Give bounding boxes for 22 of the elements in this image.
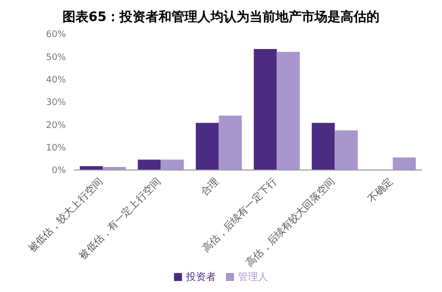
x-tick-label: 合理 — [198, 176, 222, 198]
bar — [254, 48, 277, 170]
bar — [312, 122, 335, 170]
chart-title: 图表65：投资者和管理人均认为当前地产市场是高估的 — [61, 8, 381, 27]
y-tick-label: 40% — [46, 76, 66, 86]
y-tick-label: 0% — [52, 166, 66, 176]
bar — [218, 116, 242, 170]
y-tick-label: 20% — [46, 120, 66, 131]
legend-label: 投资者 — [186, 272, 216, 283]
bar — [80, 166, 103, 170]
y-tick-label: 10% — [46, 144, 66, 154]
bar — [196, 122, 219, 170]
legend-label: 管理人 — [238, 272, 268, 283]
y-tick-label: 30% — [46, 98, 66, 108]
bar — [160, 160, 184, 170]
x-tick-label: 不确定 — [365, 176, 396, 206]
y-tick-label: 50% — [46, 52, 66, 63]
bar — [276, 52, 300, 170]
bar — [392, 158, 416, 170]
y-tick-label: 60% — [46, 30, 66, 40]
bar — [138, 160, 161, 170]
bar — [334, 130, 358, 170]
